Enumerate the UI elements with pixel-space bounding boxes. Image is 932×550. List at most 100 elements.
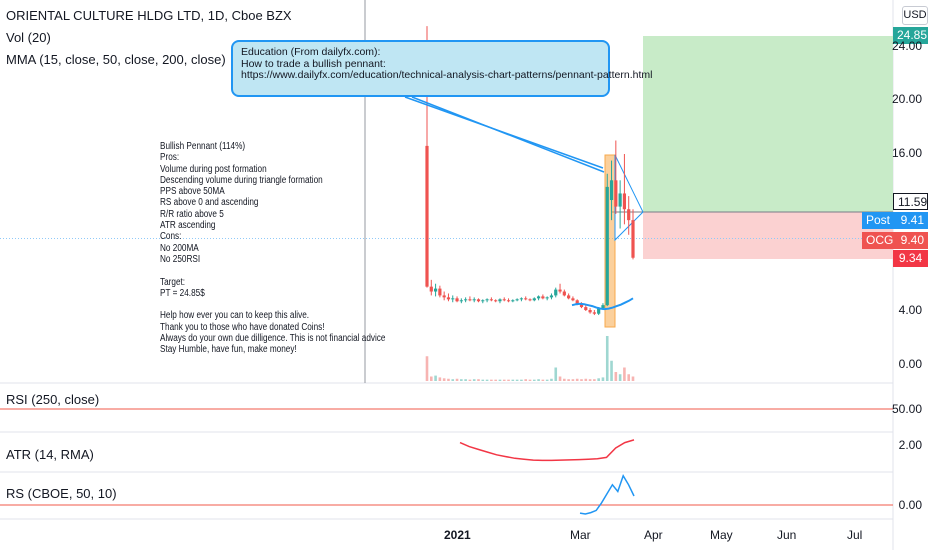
volume-bar <box>502 379 506 381</box>
candle-body <box>605 186 609 306</box>
note-line <box>160 265 385 276</box>
moving-average-label[interactable]: MMA (15, close, 50, close, 200, close) <box>6 52 226 67</box>
volume-bar <box>532 379 536 381</box>
volume-bar <box>610 360 613 381</box>
volume-bar <box>485 379 489 381</box>
atr-pane-label[interactable]: ATR (14, RMA) <box>6 447 94 462</box>
volume-bar <box>563 378 566 381</box>
candle-body <box>485 299 489 301</box>
volume-bar <box>468 379 472 381</box>
volume-bar <box>494 379 497 381</box>
note-line: Help how ever you can to keep this alive… <box>160 310 310 322</box>
volume-bar <box>597 378 600 381</box>
candle-body <box>631 220 635 258</box>
y-axis-tick-label: 0.00 <box>898 357 922 371</box>
candle-body <box>425 145 429 287</box>
note-line: PT = 24.85$ <box>160 287 205 299</box>
candle-body <box>627 209 631 221</box>
candle-body <box>498 299 502 302</box>
volume-bar <box>455 378 459 381</box>
candle-body <box>511 300 515 302</box>
candle-body <box>579 304 584 308</box>
candle-body <box>618 193 622 207</box>
candle-body <box>438 288 442 296</box>
candle-body <box>601 305 605 309</box>
volume-bar <box>605 336 609 381</box>
callout-link[interactable]: https://www.dailyfx.com/education/techni… <box>241 69 653 81</box>
note-line: Always do your own due dilligence. This … <box>160 333 386 345</box>
y-axis-tick-label: 16.00 <box>891 146 922 160</box>
note-line: No 250RSI <box>160 253 201 265</box>
volume-bar <box>537 379 540 381</box>
candle-body <box>536 296 541 299</box>
target-price-tag: 24.85 <box>893 27 928 44</box>
note-line: ATR ascending <box>160 220 216 232</box>
candle-body <box>502 299 506 301</box>
volume-bar <box>623 367 626 381</box>
volume-bar <box>464 379 467 381</box>
x-axis-tick-label: Apr <box>644 528 663 542</box>
target-zone <box>643 36 893 212</box>
volume-bar <box>588 379 592 381</box>
candle-body <box>489 299 493 301</box>
candle-body <box>433 288 438 292</box>
pennant-pole-highlight <box>604 154 616 328</box>
stop-zone <box>643 212 893 259</box>
stop-price-tag: 9.34 <box>893 250 928 267</box>
note-line: Volume during post formation <box>160 163 267 175</box>
callout-line: How to trade a bullish pennant: <box>241 57 386 70</box>
atr-axis-label: 2.00 <box>898 438 922 452</box>
volume-bar <box>477 379 480 381</box>
candle-body <box>592 312 596 314</box>
analysis-note: Bullish Pennant (114%) Pros: Volume during… <box>160 141 435 356</box>
volume-bar <box>515 379 519 381</box>
candle-body <box>584 307 588 311</box>
candle-body <box>455 298 459 302</box>
currency-button[interactable]: USD <box>902 6 928 25</box>
post-value: 9.41 <box>900 213 924 227</box>
rsi-pane-label[interactable]: RSI (250, close) <box>6 392 100 407</box>
candle-body <box>472 299 476 301</box>
volume-bar <box>601 377 605 381</box>
callout-pointer <box>411 96 605 173</box>
volume-bar <box>554 367 558 381</box>
candle-body <box>494 300 498 302</box>
volume-bar <box>541 379 545 381</box>
volume-bar <box>429 376 433 381</box>
volume-bar <box>472 379 476 381</box>
candle-body <box>476 299 481 302</box>
candle-body <box>622 193 627 210</box>
volume-bar <box>627 374 631 381</box>
candle-body <box>549 295 554 298</box>
education-callout[interactable]: Education (From dailyfx.com): How to tra… <box>231 40 653 97</box>
volume-bar <box>511 379 515 381</box>
candle-body <box>614 180 618 207</box>
note-line: Target: <box>160 276 186 288</box>
volume-bar <box>631 376 635 381</box>
rs-pane-label[interactable]: RS (CBOE, 50, 10) <box>6 486 117 501</box>
rs-line <box>579 474 635 515</box>
rs-axis-label: 0.00 <box>898 498 922 512</box>
candle-body <box>519 298 524 300</box>
ocg-price-tag: OCG 9.40 <box>862 232 928 249</box>
volume-bar <box>438 377 442 381</box>
x-axis-tick-label: May <box>710 528 733 542</box>
y-axis-tick-label: 20.00 <box>891 92 922 106</box>
candle-body <box>524 298 528 300</box>
candle-body <box>528 299 532 301</box>
volume-indicator-label[interactable]: Vol (20) <box>6 30 51 45</box>
candle-body <box>554 289 558 296</box>
note-line: Stay Humble, have fun, make money! <box>160 344 297 356</box>
candle-body <box>562 291 566 296</box>
volume-bar <box>451 379 455 381</box>
candle-body <box>468 299 472 301</box>
volume-bar <box>614 372 618 381</box>
candle-body <box>541 296 545 299</box>
volume-bar <box>580 379 583 381</box>
candle-body <box>567 295 571 299</box>
candle-body <box>515 299 519 301</box>
symbol-title: ORIENTAL CULTURE HLDG LTD, 1D, Cboe BZX <box>6 8 292 23</box>
volume-bar <box>447 378 450 381</box>
candle-body <box>464 299 468 301</box>
volume-bar <box>460 379 463 381</box>
